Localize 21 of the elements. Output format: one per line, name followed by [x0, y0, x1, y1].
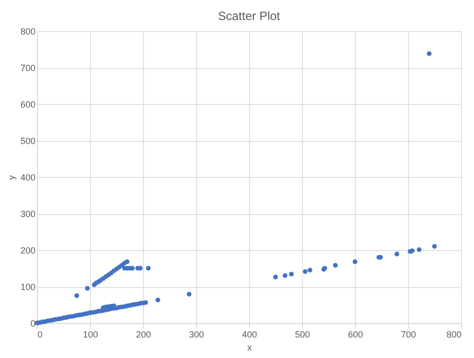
x-axis-title: x: [247, 342, 252, 352]
x-tick-label: 700: [400, 330, 416, 340]
x-tick-label: 100: [82, 330, 98, 340]
x-tick-label: 300: [188, 330, 204, 340]
x-tick-label: 500: [294, 330, 310, 340]
y-tick-label: 200: [20, 246, 36, 256]
x-tick-label: 400: [242, 330, 258, 340]
y-tick-label: 400: [20, 172, 36, 182]
x-tick-label: 200: [136, 330, 152, 340]
y-axis-title: y: [6, 174, 16, 180]
y-tick-label: 700: [20, 63, 36, 73]
y-tick-label: 800: [20, 26, 36, 36]
y-tick-label: 600: [20, 100, 36, 110]
y-tick-label: 500: [20, 136, 36, 146]
y-tick-label: 300: [20, 209, 36, 219]
y-tick-label: 100: [20, 282, 36, 292]
y-tick-label: 0: [30, 318, 36, 328]
x-tick-label: 0: [38, 330, 43, 340]
x-tick-label: 600: [348, 330, 364, 340]
chart-title: Scatter Plot: [218, 9, 281, 23]
x-tick-label: 800: [446, 330, 462, 340]
